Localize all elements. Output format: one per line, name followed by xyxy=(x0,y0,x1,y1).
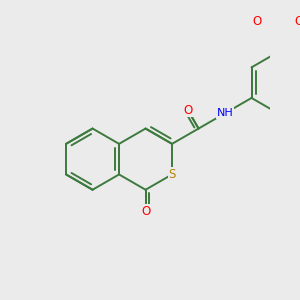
Text: O: O xyxy=(252,15,261,28)
Text: NH: NH xyxy=(217,108,233,118)
Text: O: O xyxy=(295,15,300,28)
Text: O: O xyxy=(183,103,193,116)
Text: O: O xyxy=(141,205,150,218)
Text: S: S xyxy=(168,168,176,181)
